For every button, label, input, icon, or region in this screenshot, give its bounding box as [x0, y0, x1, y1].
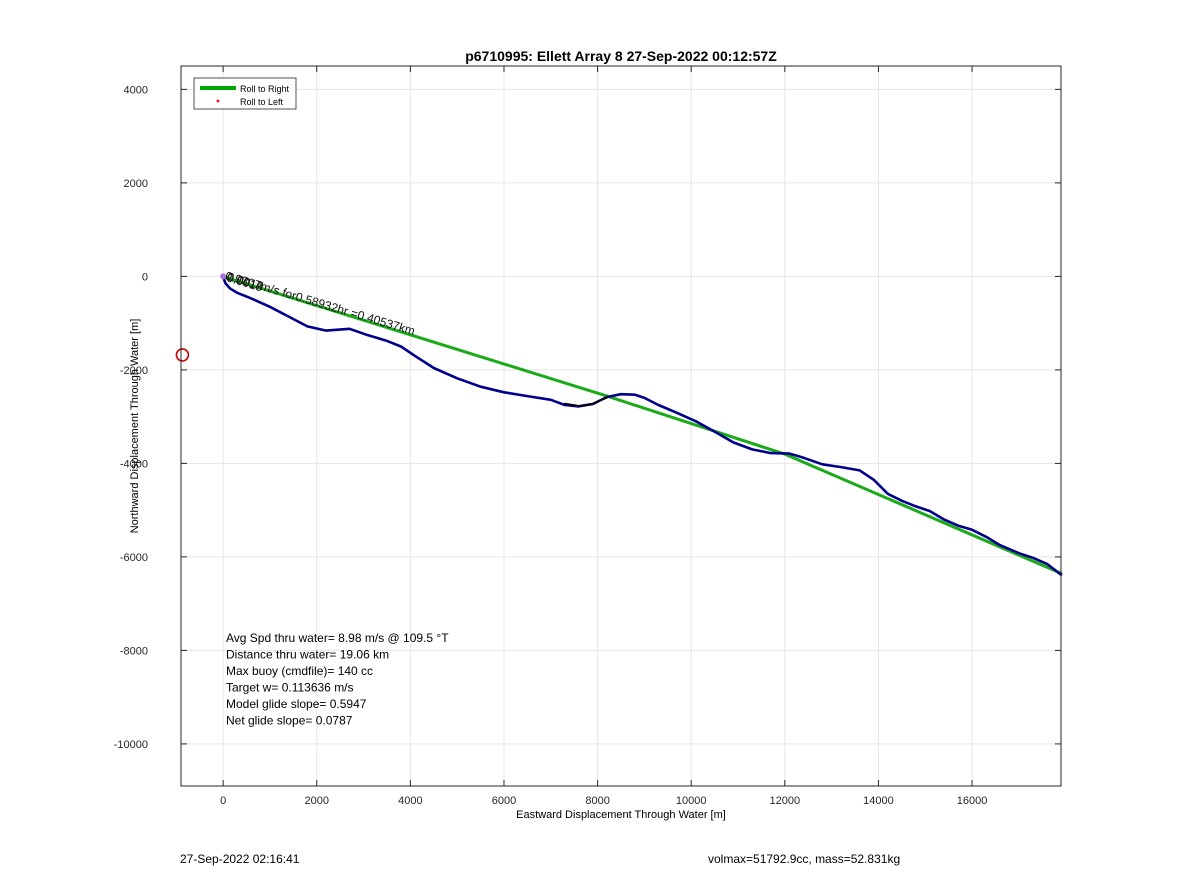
- x-axis-label: Eastward Displacement Through Water [m]: [516, 809, 726, 821]
- y-tick-label: -6000: [120, 552, 148, 564]
- x-tick-label: 4000: [398, 795, 422, 807]
- stats-line: Target w= 0.113636 m/s: [226, 681, 354, 695]
- axis-ticks: 0 2000 4000 6000 8000 10000 12000 14000 16000 400…: [114, 66, 1061, 807]
- y-tick-label: 4000: [124, 84, 148, 96]
- y-tick-label: 0: [142, 271, 148, 283]
- grid-lines: [181, 66, 1061, 786]
- chart-title: p6710995: Ellett Array 8 27-Sep-2022 00:…: [465, 48, 777, 64]
- stats-line: Distance thru water= 19.06 km: [226, 648, 389, 662]
- y-tick-label: -10000: [114, 739, 148, 751]
- x-tick-label: 14000: [863, 795, 894, 807]
- series-line-roll-right: [221, 274, 1063, 575]
- stats-line: Max buoy (cmdfile)= 140 cc: [226, 664, 373, 678]
- trajectory-annotations: 0.9307m/s for0.58932hr =0.40537km0.00170…: [224, 269, 417, 338]
- x-tick-label: 0: [220, 795, 226, 807]
- data-series: [175, 273, 1063, 577]
- stats-line: Avg Spd thru water= 8.98 m/s @ 109.5 °T: [226, 631, 449, 645]
- y-axis-label: Northward Displacement Through Water [m]: [129, 319, 141, 534]
- stats-line: Model glide slope= 0.5947: [226, 697, 367, 711]
- x-tick-label: 6000: [492, 795, 516, 807]
- footer-volmax-mass: volmax=51792.9cc, mass=52.831kg: [708, 852, 901, 866]
- legend: Roll to Right Roll to Left: [193, 77, 297, 110]
- y-tick-label: 2000: [124, 178, 148, 190]
- legend-label-roll-right: Roll to Right: [240, 84, 290, 94]
- off-axis-marker: [175, 348, 190, 362]
- x-tick-label: 10000: [676, 795, 707, 807]
- series-line-segment: [563, 396, 608, 407]
- y-tick-label: -4000: [120, 458, 148, 470]
- footer-timestamp: 27-Sep-2022 02:16:41: [180, 852, 300, 866]
- x-tick-label: 12000: [770, 795, 801, 807]
- y-tick-label: -2000: [120, 365, 148, 377]
- series-line-trajectory: [221, 275, 1063, 577]
- stats-line: Net glide slope= 0.0787: [226, 714, 353, 728]
- x-tick-label: 16000: [957, 795, 988, 807]
- legend-box: [193, 77, 297, 110]
- stats-text-block: Avg Spd thru water= 8.98 m/s @ 109.5 °T D…: [226, 631, 449, 728]
- x-tick-label: 8000: [585, 795, 609, 807]
- axes-box: [180, 65, 1062, 787]
- y-tick-label: -8000: [120, 645, 148, 657]
- x-tick-label: 2000: [305, 795, 329, 807]
- start-point-marker: [220, 273, 227, 280]
- legend-dot-roll-left: [216, 99, 220, 103]
- legend-label-roll-left: Roll to Left: [240, 97, 284, 107]
